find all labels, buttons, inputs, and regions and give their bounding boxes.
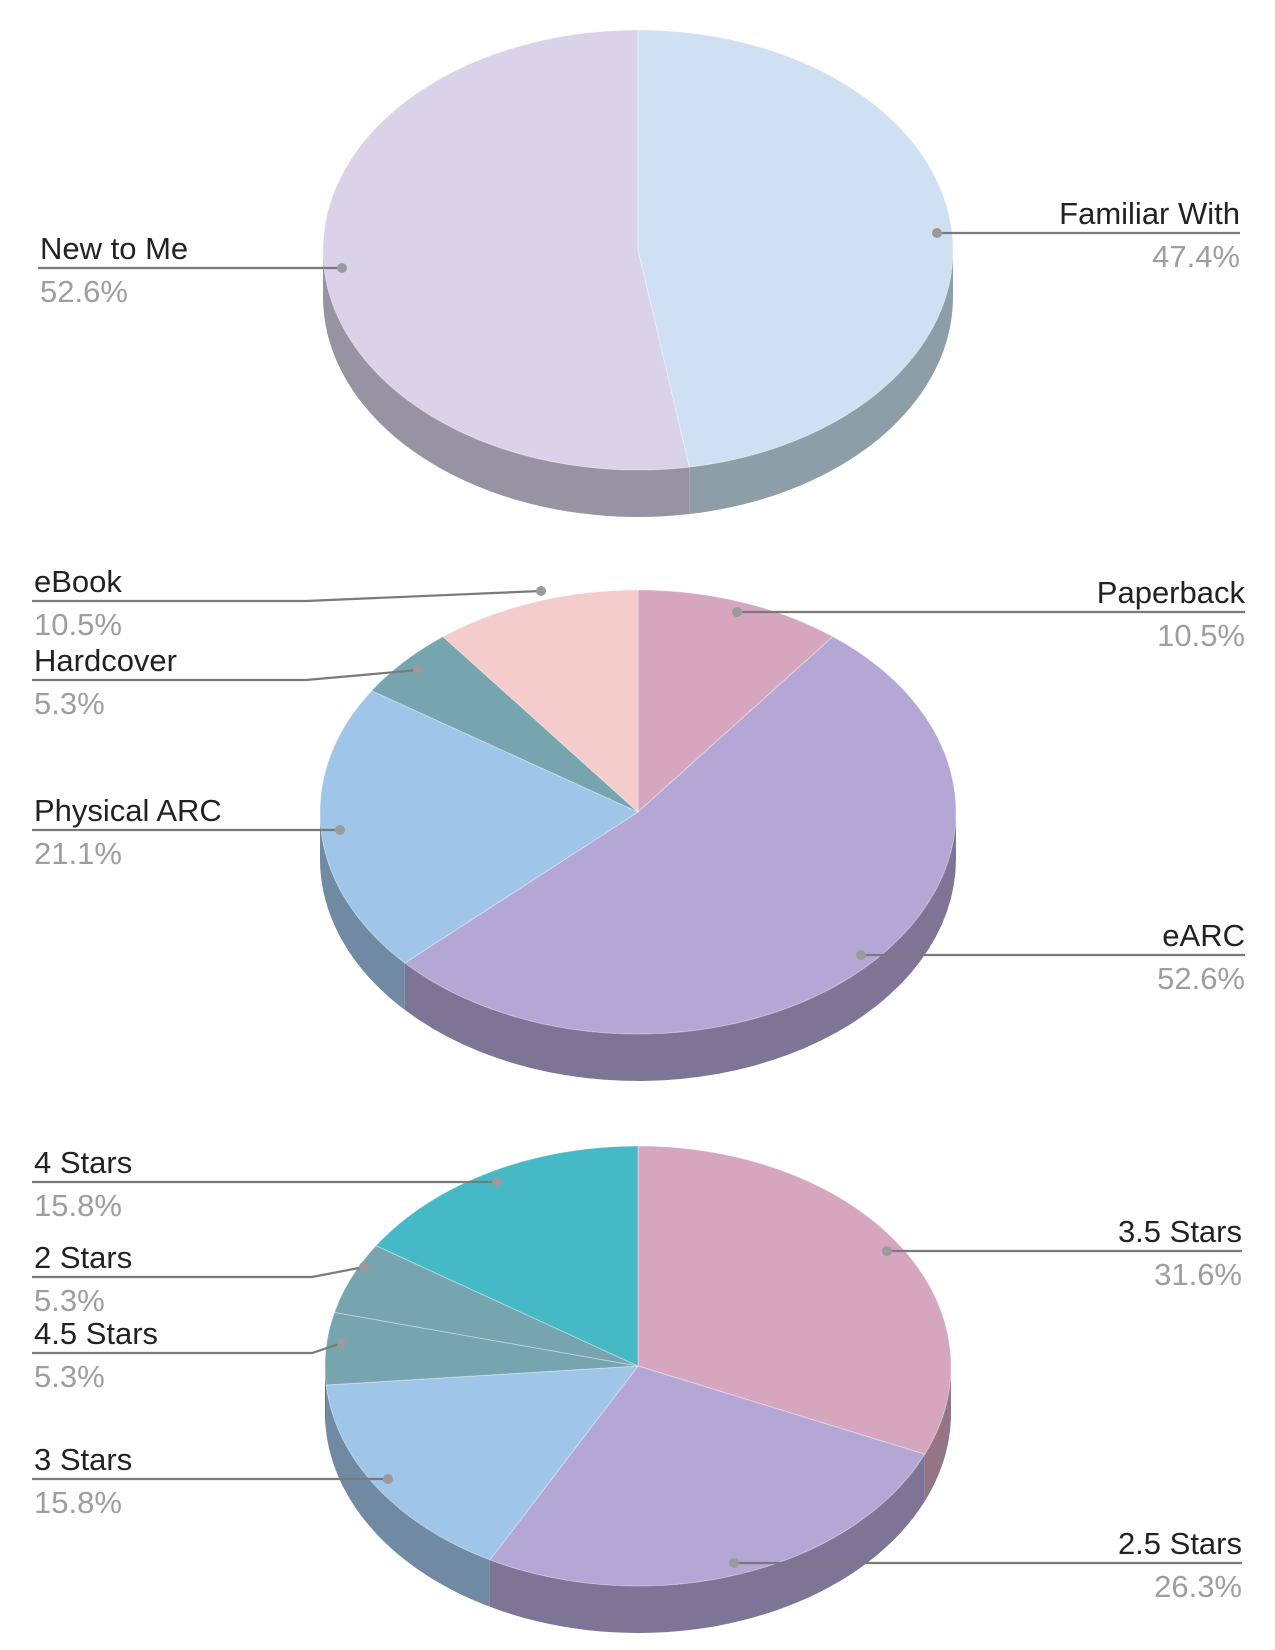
leader-dot-2-5-stars: [729, 1558, 739, 1568]
slice-percent-paperback: 10.5%: [1157, 618, 1245, 653]
leader-dot-physical-arc: [335, 825, 345, 835]
pie-slice-3-stars: [325, 1365, 640, 1561]
leader-dot-familiar-with: [932, 228, 942, 238]
pie-slice-2-5-stars: [489, 1365, 926, 1587]
slice-percent-ebook: 10.5%: [34, 607, 122, 642]
slice-label-paperback: Paperback: [1097, 575, 1246, 610]
leader-dot-earc: [856, 950, 866, 960]
pie-side-3-5-stars: [924, 1366, 951, 1502]
slice-percent-3-stars: 15.8%: [34, 1485, 122, 1520]
slice-label-4-stars: 4 Stars: [34, 1145, 132, 1180]
leader-dot-ebook: [536, 586, 546, 596]
leader-line-4-5-stars: [32, 1341, 343, 1355]
leader-dot-3-5-stars: [882, 1246, 892, 1256]
slice-percent-3-5-stars: 31.6%: [1154, 1257, 1242, 1292]
pie-slice-3-5-stars: [637, 1145, 952, 1455]
pie-side-4-5-stars: [325, 1366, 327, 1432]
leader-dot-4-stars: [492, 1177, 502, 1187]
pie-slice-4-stars: [375, 1145, 639, 1367]
leader-line-2-stars: [32, 1265, 365, 1279]
slice-percent-hardcover: 5.3%: [34, 686, 105, 721]
pie-slice-paperback: [637, 589, 834, 814]
slice-label-2-stars: 2 Stars: [34, 1240, 132, 1275]
leader-dot-4-5-stars: [337, 1338, 347, 1348]
slice-label-3-5-stars: 3.5 Stars: [1118, 1214, 1242, 1249]
pie-side-new-to-me: [323, 250, 690, 517]
slice-percent-physical-arc: 21.1%: [34, 836, 122, 871]
leader-line-hardcover: [32, 668, 419, 682]
pie-side-2-5-stars: [489, 1454, 925, 1633]
slice-percent-4-stars: 15.8%: [34, 1188, 122, 1223]
pie-side-physical-arc: [320, 812, 405, 1010]
slice-percent-2-5-stars: 26.3%: [1154, 1569, 1242, 1604]
pie-side-familiar-with: [689, 250, 953, 515]
slice-percent-earc: 52.6%: [1157, 961, 1245, 996]
leader-dot-new-to-me: [337, 263, 347, 273]
pie-slice-ebook: [442, 589, 639, 814]
slice-label-4-5-stars: 4.5 Stars: [34, 1316, 158, 1351]
pie-slice-earc: [403, 635, 957, 1035]
pie-side-earc: [404, 812, 956, 1081]
leader-dot-hardcover: [413, 665, 423, 675]
slice-percent-new-to-me: 52.6%: [40, 274, 128, 309]
slice-label-earc: eARC: [1162, 918, 1245, 953]
slice-label-3-stars: 3 Stars: [34, 1442, 132, 1477]
leader-dot-2-stars: [359, 1262, 369, 1272]
slice-label-ebook: eBook: [34, 564, 122, 599]
slice-percent-familiar-with: 47.4%: [1152, 239, 1240, 274]
slice-label-hardcover: Hardcover: [34, 643, 177, 678]
slice-percent-4-5-stars: 5.3%: [34, 1359, 105, 1394]
leader-dot-3-stars: [383, 1474, 393, 1484]
leader-line-ebook: [32, 589, 542, 603]
pie-chart-1: Familiar With 47.4% New to Me 52.6%: [38, 29, 1240, 517]
pie-slice-hardcover: [370, 635, 639, 813]
pie-slice-2-stars: [333, 1245, 639, 1367]
slice-percent-2-stars: 5.3%: [34, 1283, 105, 1318]
slice-label-new-to-me: New to Me: [40, 231, 188, 266]
slice-label-familiar-with: Familiar With: [1059, 196, 1240, 231]
pie-chart-2: Paperback 10.5% eARC 52.6% Physical ARC 21.1%…: [32, 564, 1245, 1081]
leader-dot-paperback: [732, 607, 742, 617]
slice-label-physical-arc: Physical ARC: [34, 793, 222, 828]
pie-side-3-stars: [326, 1385, 490, 1607]
pie-chart-3: 3.5 Stars 31.6% 2.5 Stars 26.3% 3 Stars 15.8%…: [32, 1145, 1242, 1633]
slice-label-2-5-stars: 2.5 Stars: [1118, 1526, 1242, 1561]
